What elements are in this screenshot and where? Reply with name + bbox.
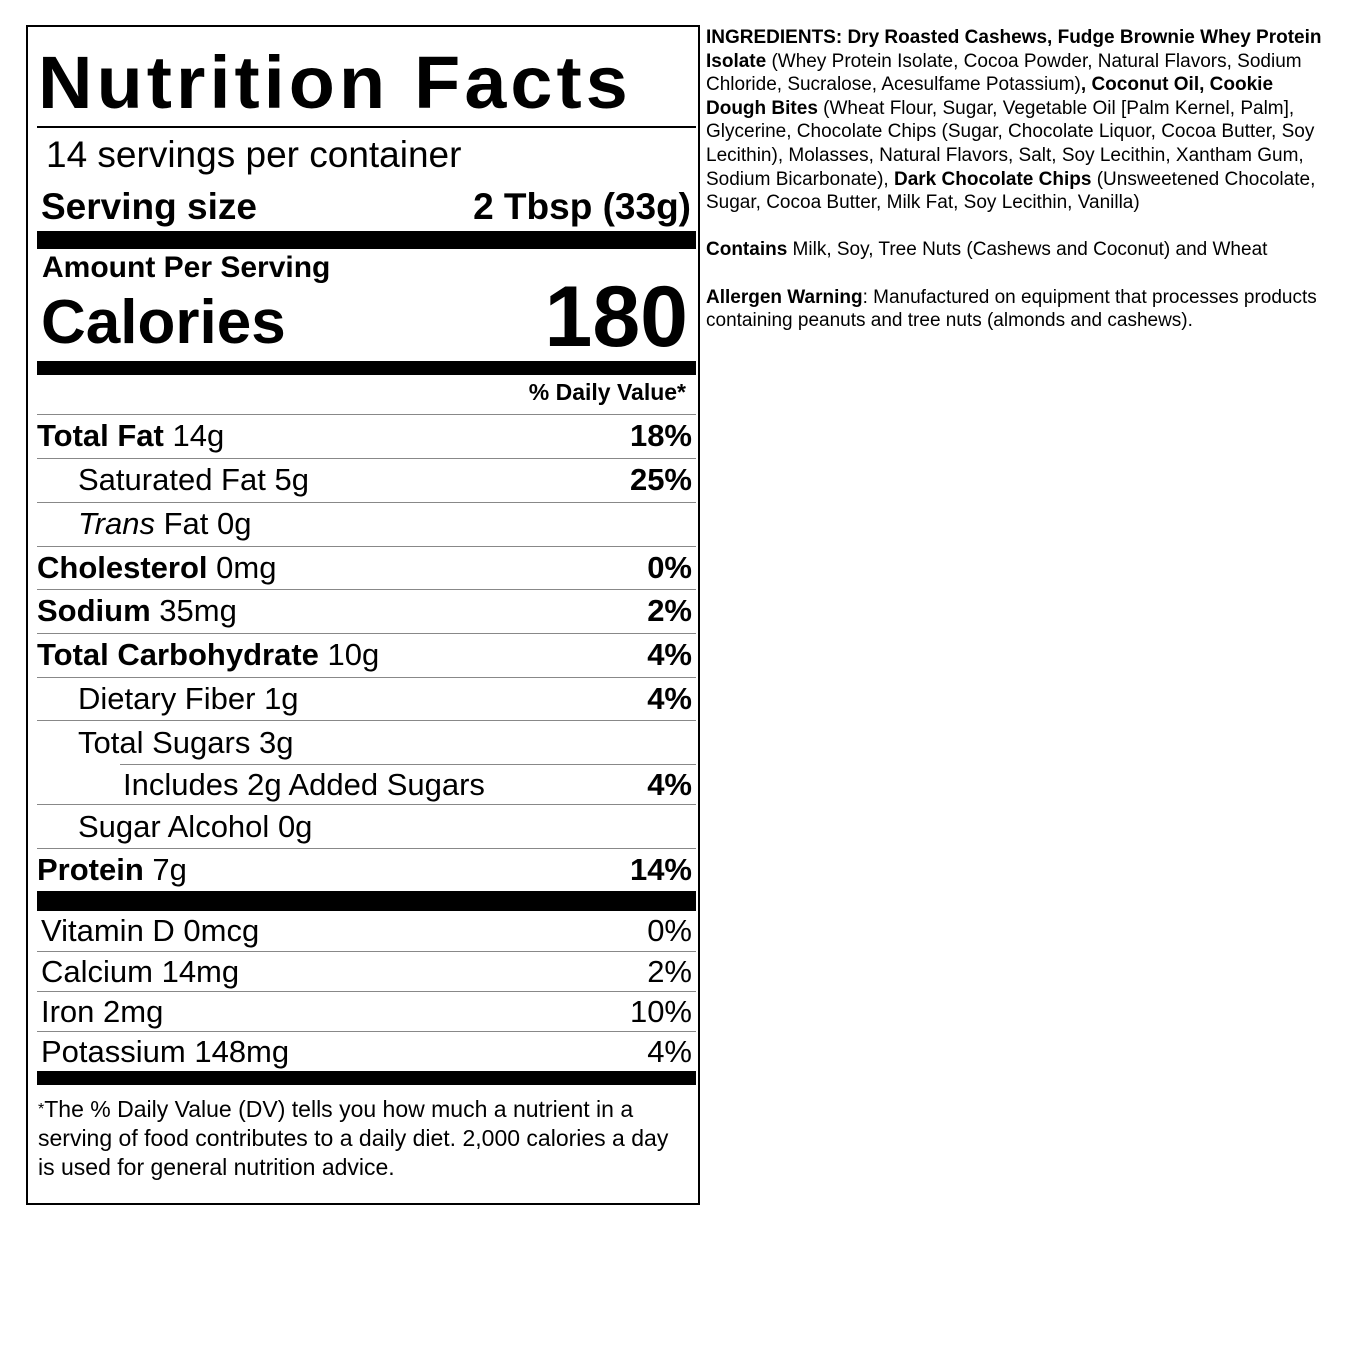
nutrient-row: Total Carbohydrate 10g 4% [37,633,696,676]
thick-divider [37,231,696,249]
ingredients-panel: INGREDIENTS: Dry Roasted Cashews, Fudge … [706,26,1331,356]
serving-size-value: 2 Tbsp (33g) [473,186,691,227]
nutrient-row: Total Fat 14g 18% [37,414,696,457]
nutrient-row: Dietary Fiber 1g 4% [37,677,696,720]
divider [37,126,696,128]
nutrition-facts-label: Nutrition Facts 14 servings per containe… [26,25,700,1205]
thick-divider [37,891,696,911]
nutrient-row: Cholesterol 0mg 0% [37,546,696,589]
ingredients-list: INGREDIENTS: Dry Roasted Cashews, Fudge … [706,27,1322,214]
nutrient-row: Trans Fat 0g [37,502,696,545]
servings-per-container: 14 servings per container [46,134,462,175]
nutrient-row: Includes 2g Added Sugars 4% [120,764,696,804]
serving-size-label: Serving size [41,186,257,227]
nutrient-row: Sodium 35mg 2% [37,589,696,632]
nutrient-row: Sugar Alcohol 0g [37,804,696,848]
vitamin-row: Iron 2mg 10% [37,991,696,1031]
amount-per-serving: Amount Per Serving [42,251,331,284]
footnote: *The % Daily Value (DV) tells you how mu… [38,1096,669,1180]
allergen-warning: Allergen Warning: Manufactured on equipm… [706,286,1317,332]
serving-size: Serving size 2 Tbsp (33g) [41,185,691,229]
vitamin-row: Potassium 148mg 4% [37,1031,696,1071]
nutrient-row: Saturated Fat 5g 25% [37,458,696,501]
daily-value-header: % Daily Value* [528,379,686,405]
contains-statement: Contains Milk, Soy, Tree Nuts (Cashews a… [706,239,1268,261]
vitamin-row: Calcium 14mg 2% [37,951,696,991]
thick-divider [37,361,696,375]
nutrient-row: Total Sugars 3g [37,720,696,764]
thick-divider [37,1071,696,1085]
calories-value: 180 [544,269,689,365]
label-title: Nutrition Facts [38,41,632,124]
vitamin-row: Vitamin D 0mcg 0% [41,913,692,948]
nutrient-row: Protein 7g 14% [37,848,696,891]
calories-label: Calories [41,288,286,357]
